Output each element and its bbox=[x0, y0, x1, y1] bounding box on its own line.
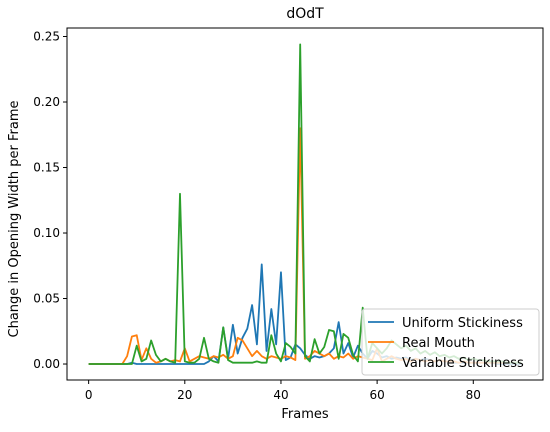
chart-title: dOdT bbox=[286, 6, 324, 22]
y-tick-label: 0.15 bbox=[33, 161, 60, 175]
x-tick-label: 80 bbox=[466, 388, 481, 402]
plot-frame bbox=[66, 27, 544, 381]
y-tick-label: 0.20 bbox=[33, 95, 60, 109]
legend-label: Real Mouth bbox=[402, 336, 475, 351]
y-tick-label: 0.00 bbox=[33, 357, 60, 371]
legend-label: Variable Stickiness bbox=[402, 356, 524, 371]
x-tick-label: 60 bbox=[369, 388, 384, 402]
y-tick-label: 0.25 bbox=[33, 30, 60, 44]
legend: Uniform Stickiness Real Mouth Variable Sti… bbox=[361, 308, 540, 376]
y-tick-label: 0.05 bbox=[33, 292, 60, 306]
y-tick-label: 0.10 bbox=[33, 226, 60, 240]
x-tick-label: 20 bbox=[177, 388, 192, 402]
x-tick-label: 40 bbox=[273, 388, 288, 402]
legend-label: Uniform Stickiness bbox=[402, 316, 523, 331]
x-axis-title: Frames bbox=[281, 407, 329, 422]
y-axis-title: Change in Opening Width per Frame bbox=[7, 101, 22, 338]
legend-box bbox=[361, 308, 540, 376]
x-tick-label: 0 bbox=[85, 388, 93, 402]
